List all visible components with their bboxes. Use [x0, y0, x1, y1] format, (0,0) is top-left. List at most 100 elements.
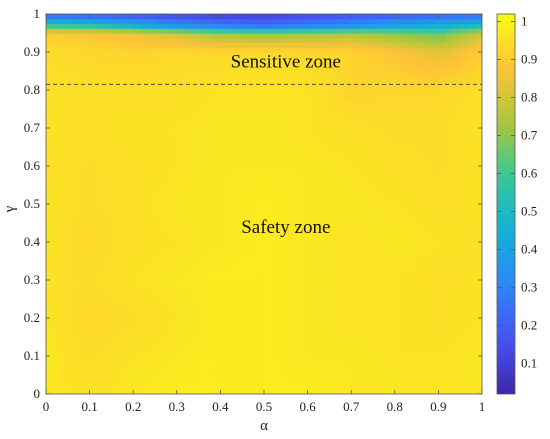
heatmap-cell [445, 284, 454, 291]
heatmap-cell [53, 166, 62, 172]
heatmap-cell [365, 66, 374, 72]
heatmap-cell [75, 318, 83, 324]
heatmap-cell [227, 118, 236, 124]
heatmap-cell [82, 80, 91, 86]
heatmap-cell [213, 327, 221, 333]
heatmap-cell [176, 175, 185, 181]
heatmap-cell [111, 218, 120, 224]
heatmap-cell [322, 261, 330, 267]
heatmap-cell [67, 180, 76, 186]
heatmap-cell [416, 104, 425, 110]
heatmap-cell [111, 28, 120, 34]
heatmap-cell [264, 237, 272, 243]
heatmap-cell [460, 137, 469, 143]
heatmap-cell [445, 299, 454, 305]
heatmap-cell [278, 156, 287, 162]
heatmap-cell [191, 227, 200, 234]
heatmap-cell [111, 370, 120, 376]
heatmap-cell [147, 147, 156, 153]
heatmap-cell [314, 33, 323, 39]
heatmap-cell [365, 128, 374, 134]
heatmap-cell [125, 128, 134, 134]
heatmap-cell [380, 208, 389, 215]
heatmap-cell [242, 303, 251, 310]
heatmap-cell [474, 204, 482, 210]
heatmap-cell [89, 356, 98, 362]
heatmap-cell [474, 327, 482, 333]
heatmap-cell [431, 37, 439, 44]
heatmap-cell [220, 142, 229, 148]
heatmap-cell [423, 270, 432, 276]
heatmap-cell [264, 128, 272, 134]
heatmap-cell [140, 33, 149, 39]
heatmap-cell [293, 75, 301, 82]
heatmap-cell [336, 327, 345, 333]
heatmap-cell [293, 370, 301, 376]
heatmap-cell [445, 204, 454, 210]
heatmap-cell [445, 194, 454, 200]
heatmap-cell [460, 318, 469, 324]
heatmap-cell [213, 360, 221, 367]
heatmap-cell [125, 284, 134, 291]
heatmap-cell [307, 332, 316, 338]
heatmap-cell [387, 327, 396, 333]
heatmap-cell [445, 242, 454, 248]
heatmap-cell [336, 90, 345, 96]
heatmap-cell [271, 151, 280, 158]
heatmap-cell [46, 208, 54, 215]
heatmap-cell [409, 109, 418, 115]
heatmap-cell [220, 180, 229, 186]
heatmap-cell [176, 189, 185, 196]
heatmap-cell [431, 118, 439, 124]
heatmap-cell [358, 137, 367, 143]
heatmap-cell [140, 251, 149, 257]
heatmap-cell [423, 137, 432, 143]
heatmap-cell [125, 246, 134, 253]
heatmap-cell [147, 299, 156, 305]
heatmap-cell [322, 18, 330, 25]
heatmap-cell [220, 80, 229, 86]
heatmap-cell [293, 365, 301, 371]
heatmap-cell [60, 375, 69, 381]
heatmap-cell [380, 275, 389, 281]
heatmap-cell [147, 270, 156, 276]
heatmap-cell [336, 270, 345, 276]
heatmap-cell [75, 147, 83, 153]
heatmap-cell [147, 166, 156, 172]
heatmap-cell [176, 370, 185, 376]
heatmap-cell [118, 28, 127, 34]
heatmap-cell [249, 242, 258, 248]
heatmap-cell [155, 156, 163, 162]
heatmap-cell [169, 289, 178, 295]
heatmap-cell [184, 66, 192, 72]
heatmap-cell [373, 142, 381, 148]
heatmap-cell [402, 14, 410, 20]
heatmap-cell [264, 94, 272, 101]
heatmap-cell [329, 213, 338, 219]
heatmap-cell [133, 351, 142, 357]
heatmap-cell [111, 327, 120, 333]
heatmap-cell [242, 218, 251, 224]
heatmap-cell [242, 66, 251, 72]
heatmap-cell [227, 80, 236, 86]
heatmap-cell [394, 341, 403, 348]
heatmap-cell [329, 28, 338, 34]
heatmap-cell [358, 180, 367, 186]
heatmap-cell [343, 227, 352, 234]
heatmap-cell [314, 194, 323, 200]
heatmap-cell [416, 375, 425, 381]
heatmap-cell [155, 104, 163, 110]
heatmap-cell [365, 151, 374, 158]
heatmap-cell [387, 47, 396, 53]
heatmap-cell [176, 246, 185, 253]
heatmap-cell [53, 175, 62, 181]
heatmap-cell [445, 128, 454, 134]
heatmap-cell [452, 23, 461, 29]
heatmap-cell [365, 251, 374, 257]
heatmap-cell [271, 166, 280, 172]
heatmap-cell [162, 232, 171, 238]
heatmap-cell [162, 332, 171, 338]
heatmap-cell [351, 213, 360, 219]
heatmap-cell [474, 170, 482, 177]
heatmap-cell [53, 251, 62, 257]
